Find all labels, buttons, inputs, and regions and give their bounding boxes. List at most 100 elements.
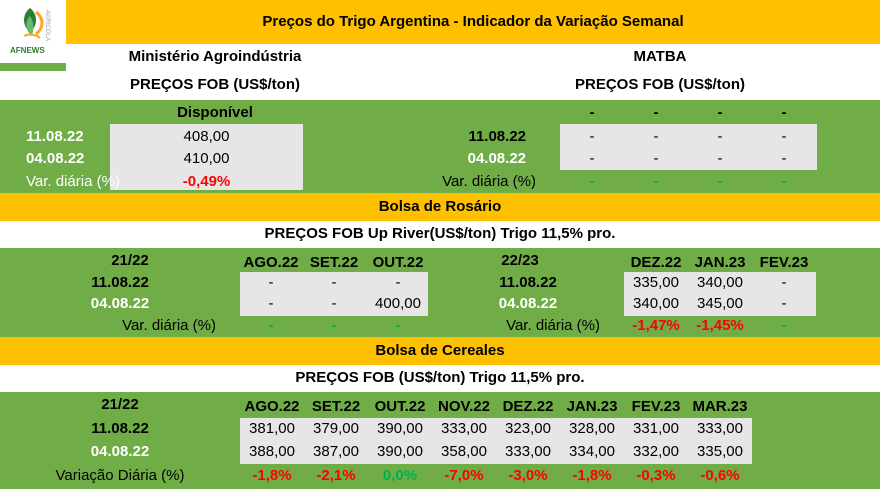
matba-cell: - xyxy=(653,128,659,145)
cereales-cell: 381,00 xyxy=(249,420,295,437)
cereales-cell: 390,00 xyxy=(377,420,423,437)
rosario-left-cell: - xyxy=(268,274,274,291)
matba-cell: - xyxy=(781,128,787,145)
ministerio-header: Ministério Agroindústria xyxy=(128,48,302,65)
rosario-right-cell: - xyxy=(781,295,787,312)
matba-cell: - xyxy=(781,150,787,167)
cereales-cell: 333,00 xyxy=(505,443,551,460)
matba-col: - xyxy=(589,104,595,121)
ministerio-row-label: 11.08.22 xyxy=(26,128,84,145)
rosario-right-cell: 340,00 xyxy=(633,295,679,312)
matba-col: - xyxy=(653,104,659,121)
cereales-var-value: 0,0% xyxy=(382,467,418,484)
cereales-col: NOV.22 xyxy=(438,398,490,415)
matba-var-label: Var. diária (%) xyxy=(442,173,536,190)
ministerio-row-value: 410,00 xyxy=(183,150,230,167)
rosario-left-cell: - xyxy=(331,274,337,291)
cereales-cell: 323,00 xyxy=(505,420,551,437)
cereales-var-value: -2,1% xyxy=(316,467,356,484)
cereales-var-value: -1,8% xyxy=(252,467,292,484)
cereales-var-value: -0,3% xyxy=(636,467,676,484)
rosario-left-cell: 400,00 xyxy=(375,295,421,312)
rosario-header: Bolsa de Rosário xyxy=(378,198,502,215)
cereales-subheader: PREÇOS FOB (US$/ton) Trigo 11,5% pro. xyxy=(295,369,585,386)
rosario-left-var-value: - xyxy=(395,317,401,334)
rosario-right-var-value: -1,45% xyxy=(696,317,744,334)
matba-cell: - xyxy=(717,150,723,167)
rosario-subheader-band xyxy=(0,221,880,248)
cereales-cell: 331,00 xyxy=(633,420,679,437)
rosario-right-col: DEZ.22 xyxy=(630,254,682,271)
cereales-row-label: 04.08.22 xyxy=(90,443,150,460)
rosario-subheader: PREÇOS FOB Up River(US$/ton) Trigo 11,5%… xyxy=(264,225,616,242)
rosario-right-block xyxy=(624,272,816,316)
cereales-cell: 358,00 xyxy=(441,443,487,460)
matba-row-label: 11.08.22 xyxy=(468,128,526,145)
ministerio-col-label: Disponível xyxy=(177,104,253,121)
rosario-right-cell: 335,00 xyxy=(633,274,679,291)
cereales-col: JAN.23 xyxy=(566,398,618,415)
rosario-header-band xyxy=(0,193,880,221)
rosario-right-cell: 345,00 xyxy=(697,295,743,312)
cereales-col: FEV.23 xyxy=(631,398,681,415)
cereales-cell: 328,00 xyxy=(569,420,615,437)
ministerio-var-value: -0,49% xyxy=(182,173,231,190)
matba-var-value: - xyxy=(653,173,659,190)
cereales-var-label: Variação Diária (%) xyxy=(55,467,185,484)
cereales-col: MAR.23 xyxy=(692,398,748,415)
rosario-right-var-label: Var. diária (%) xyxy=(506,317,600,334)
cereales-col: OUT.22 xyxy=(374,398,426,415)
cereales-col: SET.22 xyxy=(311,398,361,415)
cereales-var-value: -0,6% xyxy=(700,467,740,484)
rosario-left-season: 21/22 xyxy=(111,252,149,269)
rosario-right-row-label: 04.08.22 xyxy=(498,295,558,312)
rosario-left-col: OUT.22 xyxy=(372,254,424,271)
cereales-cell: 333,00 xyxy=(441,420,487,437)
rosario-right-cell: 340,00 xyxy=(697,274,743,291)
rosario-left-var-value: - xyxy=(268,317,274,334)
cereales-cell: 334,00 xyxy=(569,443,615,460)
rosario-right-var-value: -1,47% xyxy=(632,317,680,334)
rosario-left-cell: - xyxy=(268,295,274,312)
matba-col: - xyxy=(717,104,723,121)
matba-cell: - xyxy=(717,128,723,145)
matba-header: MATBA xyxy=(633,48,687,65)
rosario-left-row-label: 04.08.22 xyxy=(90,295,150,312)
matba-cell: - xyxy=(589,128,595,145)
matba-col: - xyxy=(781,104,787,121)
rosario-left-var-label: Var. diária (%) xyxy=(122,317,216,334)
rosario-left-col: SET.22 xyxy=(309,254,359,271)
cereales-cell: 390,00 xyxy=(377,443,423,460)
matba-cell: - xyxy=(653,150,659,167)
ministerio-row-value: 408,00 xyxy=(183,128,230,145)
matba-cell: - xyxy=(589,150,595,167)
page-title: Preços do Trigo Argentina - Indicador da… xyxy=(66,0,880,44)
matba-var-value: - xyxy=(717,173,723,190)
cereales-cell: 387,00 xyxy=(313,443,359,460)
section1-header-band xyxy=(66,44,880,71)
rosario-right-cell: - xyxy=(781,274,787,291)
rosario-left-var-value: - xyxy=(331,317,337,334)
rosario-left-col: AGO.22 xyxy=(243,254,299,271)
rosario-right-var-value: - xyxy=(781,317,787,334)
cereales-header: Bolsa de Cereales xyxy=(375,342,505,359)
cereales-subheader-band xyxy=(0,365,880,392)
cereales-col: AGO.22 xyxy=(244,398,300,415)
ministerio-value-block xyxy=(110,124,303,190)
matba-subheader: PREÇOS FOB (US$/ton) xyxy=(574,76,745,93)
logo-brand-text: AFNEWS xyxy=(10,46,45,55)
ministerio-row-label: 04.08.22 xyxy=(26,150,85,167)
rosario-left-row-label: 11.08.22 xyxy=(91,274,149,291)
cereales-value-block xyxy=(240,418,752,464)
matba-var-value: - xyxy=(589,173,595,190)
cereales-header-band xyxy=(0,337,880,365)
logo-tag-text: AGRICOLA xyxy=(44,10,50,42)
cereales-season: 21/22 xyxy=(101,396,139,413)
cereales-var-value: -7,0% xyxy=(444,467,484,484)
cereales-cell: 335,00 xyxy=(697,443,743,460)
cereales-var-value: -3,0% xyxy=(508,467,548,484)
wheat-logo-icon xyxy=(23,8,44,39)
rosario-left-cell: - xyxy=(395,274,401,291)
afnews-logo: AFNEWS AGRICOLA xyxy=(0,0,66,63)
cereales-col: DEZ.22 xyxy=(502,398,554,415)
